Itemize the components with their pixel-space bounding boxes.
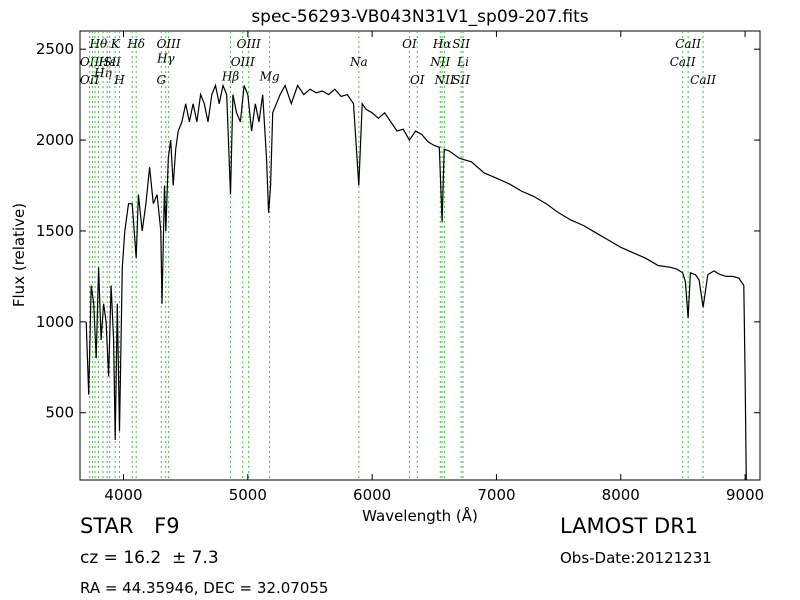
y-tick-label: 2000	[36, 131, 74, 149]
line-marker-label: Hδ	[126, 37, 145, 51]
line-marker-label: OI	[410, 73, 425, 87]
axes: 4000 5000 6000 7000 8000 9000 500 1000 1500 2000 2…	[36, 31, 764, 504]
line-marker-label: Hγ	[156, 51, 175, 65]
line-marker-label: CaII	[670, 55, 696, 69]
line-marker-label: OIII	[157, 37, 181, 51]
line-marker-label: OII	[80, 55, 100, 69]
y-tick-label: 1000	[36, 313, 74, 331]
obs-date-text: Obs-Date:20121231	[560, 549, 712, 567]
line-marker-label: OI	[402, 37, 417, 51]
y-axis-label: Flux (relative)	[10, 203, 28, 307]
object-class: STAR F9	[80, 514, 180, 538]
line-markers: OIIOIIHθHηHεISIIKHHδGHγOIIIHβOIIIOIIIMgN…	[80, 31, 716, 480]
x-axis-label: Wavelength (Å)	[362, 506, 478, 525]
line-marker-label: OIII	[237, 37, 261, 51]
line-marker-label: K	[110, 37, 121, 51]
line-marker-label: CaII	[690, 73, 716, 87]
spectrum-line	[85, 83, 747, 481]
line-marker-label: Hε	[98, 55, 116, 69]
line-marker-label: OIII	[231, 55, 255, 69]
chart-title: spec-56293-VB043N31V1_sp09-207.fits	[251, 7, 588, 27]
x-tick-label: 6000	[353, 486, 391, 504]
line-marker-label: H	[113, 73, 125, 87]
survey-label: LAMOST DR1	[560, 514, 699, 538]
line-marker-label: NII	[429, 55, 450, 69]
subclass-label: F9	[154, 514, 180, 538]
line-marker-label: Mg	[259, 69, 280, 83]
x-tick-label: 4000	[104, 486, 142, 504]
x-tick-label: 7000	[477, 486, 515, 504]
line-marker-label: CaII	[675, 37, 701, 51]
y-tick-label: 2500	[36, 40, 74, 58]
x-tick-label: 9000	[726, 486, 764, 504]
line-marker-label: SII	[452, 73, 470, 87]
y-tick-label: 1500	[36, 222, 74, 240]
line-marker-label: Hη	[93, 66, 112, 80]
x-tick-label: 5000	[229, 486, 267, 504]
line-marker-label: Hβ	[221, 69, 239, 83]
spectrum-series	[85, 83, 747, 481]
line-marker-label: Na	[349, 55, 368, 69]
plot-area-frame	[79, 30, 761, 481]
line-marker-label: ISII	[97, 55, 121, 69]
line-marker-label: Li	[456, 55, 469, 69]
line-marker-label: NII	[434, 73, 455, 87]
y-tick-label: 500	[45, 404, 74, 422]
redshift-text: cz = 16.2 ± 7.3	[80, 548, 219, 568]
line-marker-label: Hθ	[89, 37, 108, 51]
line-marker-label: SII	[452, 37, 470, 51]
coordinates-text: RA = 44.35946, DEC = 32.07055	[80, 579, 329, 597]
x-tick-label: 8000	[602, 486, 640, 504]
line-marker-label: Hα	[432, 37, 452, 51]
object-class-label: STAR	[80, 514, 134, 538]
line-marker-label: G	[157, 73, 167, 87]
